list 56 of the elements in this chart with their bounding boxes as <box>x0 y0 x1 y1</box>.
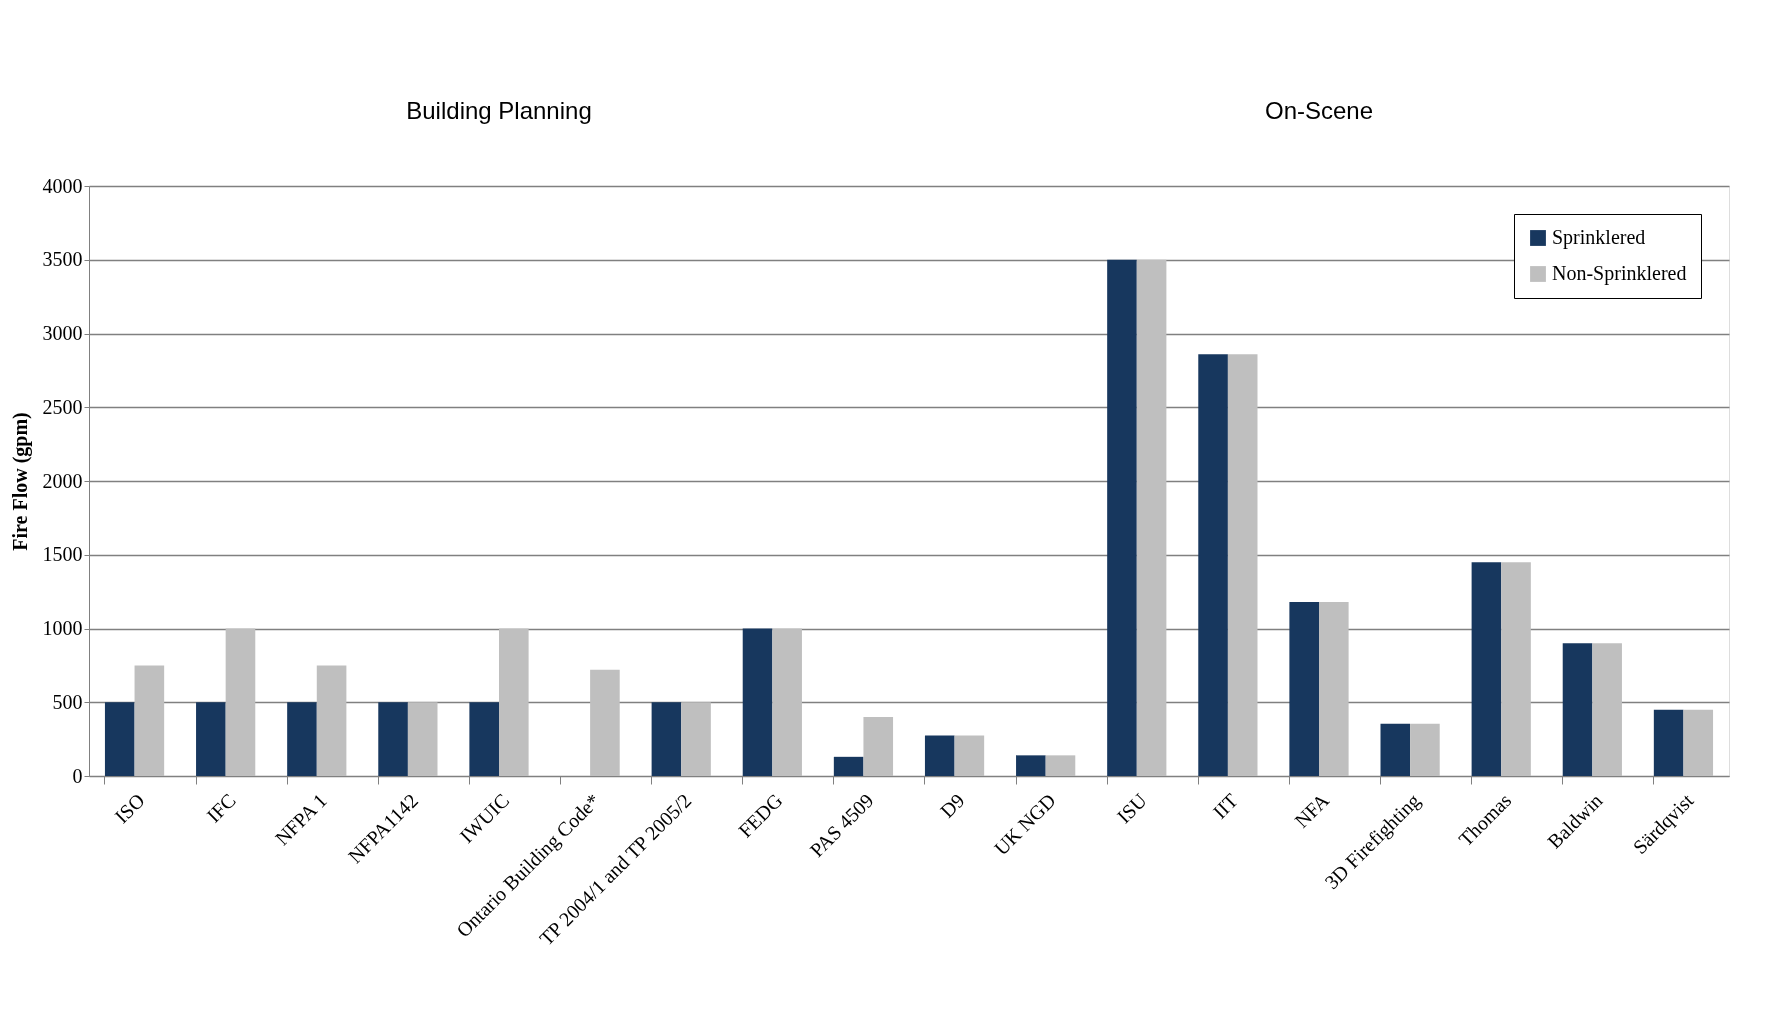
bar <box>590 669 620 776</box>
bar <box>287 702 317 776</box>
bar <box>1653 709 1684 776</box>
bar <box>104 702 135 776</box>
bar <box>1471 562 1502 776</box>
bar <box>407 702 438 776</box>
bar <box>1136 259 1167 776</box>
bar <box>1592 643 1622 776</box>
bar <box>863 717 894 776</box>
y-tick-label: 1000 <box>42 617 83 639</box>
bar <box>924 735 955 776</box>
legend-label: Non-Sprinklered <box>1552 262 1687 285</box>
bar <box>1380 723 1411 776</box>
y-tick-label: 3000 <box>42 322 83 344</box>
x-tick-label: NFA <box>1290 788 1334 832</box>
bar <box>1107 259 1137 776</box>
x-tick-label: IIT <box>1208 789 1243 823</box>
bar <box>316 665 347 776</box>
text: Building Planning <box>406 97 592 124</box>
x-tick-label: D9 <box>935 789 969 822</box>
bar <box>1319 601 1349 776</box>
y-tick-label: 1500 <box>42 543 83 566</box>
x-tick-label: ISO <box>110 789 149 828</box>
bar <box>1227 354 1258 776</box>
y-tick-label: 0 <box>72 764 83 787</box>
bar <box>1198 354 1228 776</box>
bar <box>499 628 529 776</box>
bar <box>469 702 499 776</box>
x-tick-label: IFC <box>202 789 240 827</box>
x-tick-label: PAS 4509 <box>805 789 878 862</box>
x-tick-label: ISU <box>1112 788 1152 828</box>
bar <box>833 756 864 776</box>
bar <box>1289 601 1319 776</box>
bar <box>681 702 711 776</box>
bar <box>225 628 256 776</box>
bar <box>742 628 773 776</box>
bar <box>1683 709 1714 776</box>
bar <box>772 628 802 776</box>
bar <box>196 702 226 776</box>
y-tick-label: 500 <box>52 690 83 713</box>
y-tick-label: 2000 <box>42 469 83 492</box>
y-tick-label: 3500 <box>42 248 83 271</box>
y-axis-title: Fire Flow (gpm) <box>8 412 32 551</box>
text: On-Scene <box>1264 97 1374 124</box>
bar <box>1501 562 1531 776</box>
bar <box>1045 755 1076 776</box>
y-tick-label: 2500 <box>42 395 83 418</box>
bar <box>1562 643 1593 776</box>
y-tick-label: 4000 <box>42 174 83 197</box>
bar <box>134 665 165 776</box>
bar <box>378 702 408 776</box>
bar <box>1410 723 1440 776</box>
legend-label: Sprinklered <box>1552 226 1646 249</box>
bar <box>954 735 985 776</box>
bar <box>651 702 682 776</box>
bar <box>1016 755 1046 776</box>
